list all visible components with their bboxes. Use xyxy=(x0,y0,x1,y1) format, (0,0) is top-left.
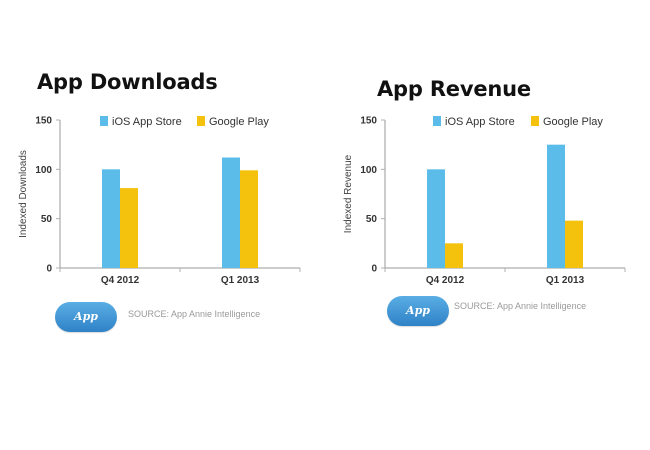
y-axis-label: Indexed Downloads xyxy=(18,150,29,238)
x-tick-label: Q4 2012 xyxy=(101,275,140,286)
bar-ios xyxy=(427,169,445,268)
bar-google-play xyxy=(445,243,463,268)
legend-swatch xyxy=(100,116,108,126)
bar-google-play xyxy=(565,220,583,268)
app-annie-logo: App Annie xyxy=(55,302,117,353)
legend-label: Google Play xyxy=(209,116,269,128)
bar-google-play xyxy=(120,188,138,268)
y-tick-label: 100 xyxy=(35,165,52,176)
bar-ios xyxy=(547,144,565,268)
y-tick-label: 0 xyxy=(371,264,377,275)
y-tick-label: 0 xyxy=(46,264,52,275)
source-note: SOURCE: App Annie Intelligence xyxy=(128,309,261,319)
downloads-chart-panel: App Downloads 0 50 100 150 Q4 2012 Q1 2013 Ind… xyxy=(18,70,301,353)
bar-google-play xyxy=(240,170,258,268)
y-tick-label: 150 xyxy=(360,116,377,127)
x-tick-label: Q1 2013 xyxy=(221,275,260,286)
bar-ios xyxy=(222,157,240,268)
x-tick-label: Q4 2012 xyxy=(426,275,465,286)
app-annie-logo: App Annie xyxy=(387,296,449,347)
y-tick-label: 50 xyxy=(41,214,53,225)
y-axis-label: Indexed Revenue xyxy=(343,154,354,233)
legend-label: Google Play xyxy=(543,116,603,128)
legend-swatch xyxy=(531,116,539,126)
legend-label: iOS App Store xyxy=(112,116,182,128)
source-note: SOURCE: App Annie Intelligence xyxy=(454,301,587,311)
legend-label: iOS App Store xyxy=(445,116,515,128)
y-tick-label: 50 xyxy=(366,214,378,225)
y-tick-label: 150 xyxy=(35,116,52,127)
legend-swatch xyxy=(197,116,205,126)
x-tick-label: Q1 2013 xyxy=(546,275,585,286)
revenue-chart-svg: 0 50 100 150 Q4 2012 Q1 2013 Indexed Revenue iO… xyxy=(343,116,626,286)
y-tick-label: 100 xyxy=(360,165,377,176)
revenue-chart-panel: App Revenue 0 50 100 150 Q4 2012 Q1 2013 Index… xyxy=(325,0,650,450)
downloads-chart-svg: 0 50 100 150 Q4 2012 Q1 2013 Indexed Downloads… xyxy=(18,116,301,286)
chart-title: App Downloads xyxy=(37,70,218,94)
bar-ios xyxy=(102,169,120,268)
legend-swatch xyxy=(433,116,441,126)
chart-title: App Revenue xyxy=(377,77,531,101)
